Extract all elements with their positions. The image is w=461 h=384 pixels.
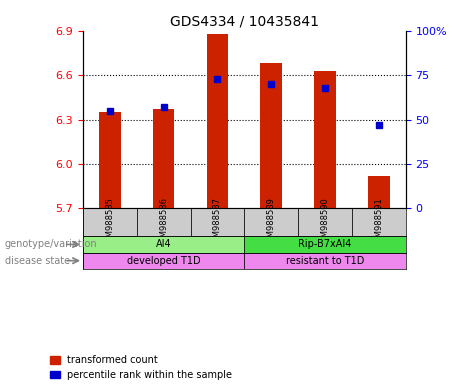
Text: AI4: AI4 <box>156 240 171 250</box>
FancyBboxPatch shape <box>83 253 244 269</box>
Text: Rip-B7xAI4: Rip-B7xAI4 <box>298 240 352 250</box>
Text: resistant to T1D: resistant to T1D <box>286 256 364 266</box>
FancyBboxPatch shape <box>244 236 406 253</box>
FancyBboxPatch shape <box>190 209 244 236</box>
Text: developed T1D: developed T1D <box>127 256 201 266</box>
Bar <box>153 109 174 209</box>
Text: GSM988587: GSM988587 <box>213 197 222 248</box>
Text: disease state: disease state <box>5 256 70 266</box>
FancyBboxPatch shape <box>244 253 406 269</box>
FancyBboxPatch shape <box>83 236 244 253</box>
Text: GSM988585: GSM988585 <box>106 197 114 248</box>
FancyBboxPatch shape <box>83 209 137 236</box>
FancyBboxPatch shape <box>352 209 406 236</box>
FancyBboxPatch shape <box>298 209 352 236</box>
Bar <box>260 63 282 209</box>
Bar <box>368 176 390 209</box>
Text: GSM988590: GSM988590 <box>320 197 330 248</box>
Bar <box>207 34 228 209</box>
Title: GDS4334 / 10435841: GDS4334 / 10435841 <box>170 14 319 28</box>
Bar <box>314 71 336 209</box>
Text: genotype/variation: genotype/variation <box>5 240 97 250</box>
FancyBboxPatch shape <box>137 209 190 236</box>
Text: GSM988591: GSM988591 <box>374 197 383 248</box>
Text: GSM988589: GSM988589 <box>267 197 276 248</box>
Legend: transformed count, percentile rank within the sample: transformed count, percentile rank withi… <box>46 351 236 384</box>
FancyBboxPatch shape <box>244 209 298 236</box>
Text: GSM988586: GSM988586 <box>159 197 168 248</box>
Bar <box>99 112 121 209</box>
